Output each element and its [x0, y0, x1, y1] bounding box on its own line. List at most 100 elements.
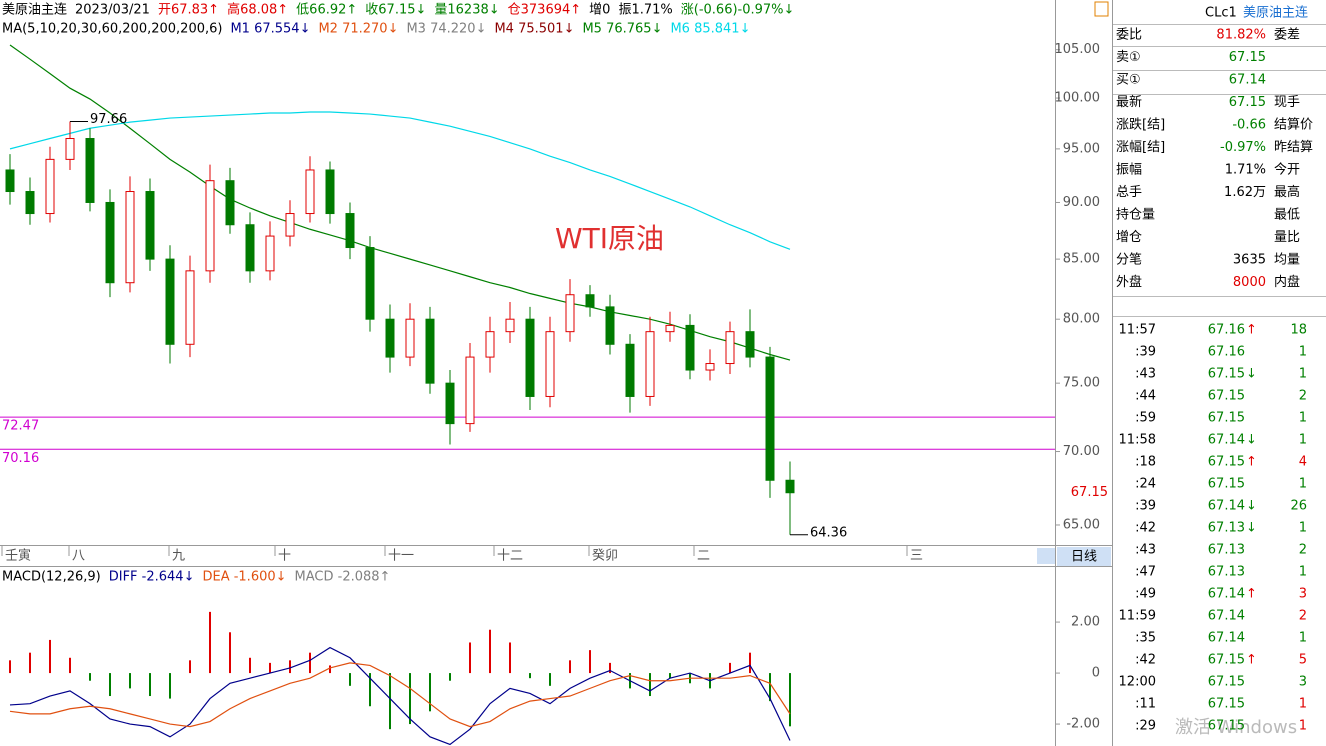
- y-tick-label: 75.00: [1063, 376, 1100, 391]
- candle-body: [785, 479, 795, 494]
- quote-value: 67.15: [1229, 95, 1266, 110]
- trade-price: 67.14: [1208, 631, 1245, 646]
- trade-volume: 4: [1299, 455, 1307, 470]
- trade-volume: 2: [1299, 609, 1307, 624]
- candle-body: [145, 191, 155, 260]
- y-tick-label: 85.00: [1063, 252, 1100, 267]
- trade-price: 67.15: [1208, 411, 1245, 426]
- trade-volume: 1: [1299, 565, 1307, 580]
- y-tick-label: 65.00: [1063, 517, 1100, 532]
- trade-price: 67.16: [1208, 345, 1245, 360]
- legend-item: 开67.83↑: [158, 3, 219, 18]
- candle-body: [685, 324, 695, 371]
- candle-body: [465, 356, 475, 425]
- legend-item: M3 74.220↓: [406, 22, 486, 37]
- trade-time: :47: [1135, 565, 1156, 580]
- y-tick-label: 105.00: [1055, 42, 1101, 57]
- trade-price: 67.13: [1208, 543, 1245, 558]
- trade-volume: 1: [1299, 521, 1307, 536]
- y-tick-label: 0: [1092, 666, 1100, 681]
- trade-price: 67.15: [1208, 697, 1245, 712]
- quote-extra: 最高: [1274, 184, 1300, 200]
- candle-body: [385, 318, 395, 358]
- period-label[interactable]: 日线: [1071, 550, 1097, 565]
- candle-body: [445, 382, 455, 425]
- quote-label: 外盘: [1116, 274, 1142, 290]
- candle-body: [5, 169, 15, 193]
- candle-body: [285, 213, 295, 237]
- legend-item: 美原油主连: [2, 2, 67, 18]
- x-tick-label: 十: [278, 549, 291, 564]
- trade-time: :35: [1135, 631, 1156, 646]
- candle-body: [365, 247, 375, 320]
- quote-extra: 量比: [1274, 230, 1300, 245]
- trade-arrow: ↓: [1246, 521, 1257, 536]
- quote-label: 涨幅[结]: [1116, 140, 1165, 155]
- trade-arrow: ↓: [1246, 433, 1257, 448]
- trade-volume: 1: [1299, 433, 1307, 448]
- candle-body: [125, 191, 135, 284]
- quote-value: 81.82%: [1216, 28, 1266, 43]
- trade-volume: 2: [1299, 389, 1307, 404]
- y-tick-label: 70.00: [1063, 444, 1100, 459]
- trade-price: 67.15: [1208, 719, 1245, 734]
- candle-body: [205, 180, 215, 272]
- period-button[interactable]: [1057, 547, 1111, 566]
- candle-body: [625, 343, 635, 397]
- trade-arrow: ↑: [1246, 455, 1257, 470]
- trade-price: 67.14: [1208, 433, 1245, 448]
- legend-item: 2023/03/21: [75, 3, 150, 18]
- quote-value: 67.15: [1229, 50, 1266, 65]
- dea-line: [9, 662, 791, 728]
- legend-item: 涨(-0.66)-0.97%↓: [681, 3, 795, 18]
- trade-arrow: ↓: [1246, 499, 1257, 514]
- candle-body: [85, 138, 95, 203]
- candle-body: [505, 318, 515, 333]
- candle-body: [645, 331, 655, 397]
- trade-price: 67.15: [1208, 389, 1245, 404]
- quote-extra: 现手: [1274, 95, 1300, 110]
- trade-time: 12:00: [1119, 675, 1156, 690]
- trade-time: :59: [1135, 411, 1156, 426]
- legend-item: M5 76.765↓: [582, 22, 662, 37]
- annotation-label: 64.36: [810, 525, 847, 540]
- legend-item: 振1.71%: [618, 3, 672, 18]
- level-label: 70.16: [2, 451, 39, 466]
- trade-time: :24: [1135, 477, 1156, 492]
- chart-title: WTI原油: [555, 222, 664, 255]
- trade-volume: 2: [1299, 543, 1307, 558]
- trade-time: :43: [1135, 543, 1156, 558]
- trade-arrow: ↑: [1246, 323, 1257, 338]
- scroll-button[interactable]: [1037, 548, 1055, 564]
- candle-body: [165, 258, 175, 345]
- trade-time: :39: [1135, 499, 1156, 514]
- trade-price: 67.14: [1208, 609, 1245, 624]
- candle-body: [565, 294, 575, 333]
- quote-name: 美原油主连: [1243, 5, 1308, 21]
- x-tick-label: 癸卯: [592, 549, 618, 564]
- legend-item: M6 85.841↓: [670, 22, 750, 37]
- legend-item: M2 71.270↓: [318, 22, 398, 37]
- trade-volume: 18: [1290, 323, 1307, 338]
- legend-item: MA(5,10,20,30,60,200,200,200,6): [2, 22, 222, 37]
- trade-time: :42: [1135, 521, 1156, 536]
- quote-value: 67.14: [1229, 73, 1266, 88]
- candle-body: [25, 191, 35, 215]
- last-price: 67.15: [1071, 485, 1108, 500]
- quote-label: 持仓量: [1116, 208, 1155, 223]
- candle-body: [405, 318, 415, 358]
- trade-volume: 26: [1290, 499, 1307, 514]
- ma-line: [9, 44, 791, 361]
- quote-label: 振幅: [1116, 163, 1142, 178]
- quote-value: 1.71%: [1225, 163, 1266, 178]
- candle-body: [725, 331, 735, 365]
- quote-label: 分笔: [1116, 252, 1142, 268]
- quote-label: 委比: [1116, 28, 1142, 43]
- x-tick-label: 十一: [388, 549, 414, 564]
- candle-body: [225, 180, 235, 226]
- x-tick-label: 九: [172, 549, 185, 564]
- icon[interactable]: [1094, 1, 1109, 17]
- trade-time: :42: [1135, 653, 1156, 668]
- quote-extra: 结算价: [1274, 118, 1313, 133]
